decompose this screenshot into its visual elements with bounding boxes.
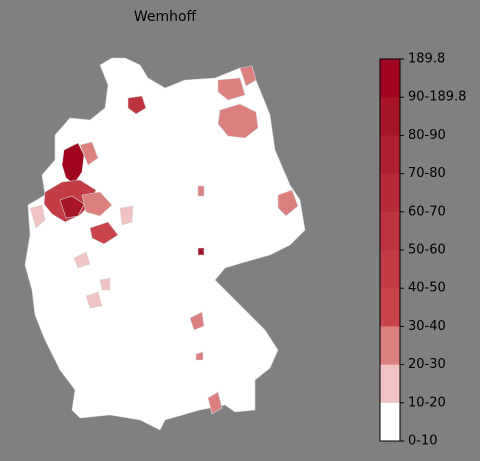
region — [239, 65, 257, 87]
colorbar: 189.8 90-189.8 80-90 70-80 60-70 50-60 40-50 30… — [380, 52, 466, 449]
region — [277, 189, 299, 217]
region — [207, 391, 223, 415]
germany-map — [24, 57, 306, 431]
colorbar-segment — [380, 364, 400, 404]
region — [85, 291, 103, 309]
colorbar-segment — [380, 250, 400, 289]
colorbar-label: 40-50 — [408, 281, 446, 296]
colorbar-segment — [380, 326, 400, 365]
region — [61, 142, 85, 185]
region — [99, 277, 111, 291]
colorbar-segment — [380, 211, 400, 251]
region — [29, 204, 46, 229]
region — [197, 185, 205, 197]
region — [197, 247, 205, 256]
colorbar-segment — [380, 135, 400, 174]
colorbar-label: 60-70 — [408, 204, 446, 219]
colorbar-segment — [380, 97, 400, 136]
region — [195, 351, 204, 361]
colorbar-label: 70-80 — [408, 166, 446, 181]
colorbar-segment — [380, 173, 400, 213]
colorbar-segment — [380, 402, 400, 442]
region — [89, 221, 119, 245]
region — [217, 103, 259, 139]
colorbar-segment — [380, 59, 400, 98]
region — [119, 205, 134, 226]
map-title: Wemhoff — [134, 9, 197, 25]
region — [81, 191, 113, 217]
colorbar-label: 189.8 — [408, 52, 445, 67]
colorbar-segment — [380, 288, 400, 327]
colorbar-label: 90-189.8 — [408, 90, 466, 105]
region — [59, 195, 85, 219]
colorbar-label: 50-60 — [408, 243, 446, 258]
colorbar-label: 20-30 — [408, 357, 446, 372]
colorbar-label: 30-40 — [408, 319, 446, 334]
region — [73, 251, 91, 269]
colorbar-label: 0-10 — [408, 434, 438, 449]
region — [189, 311, 205, 331]
region — [79, 141, 99, 166]
colorbar-label: 80-90 — [408, 128, 446, 143]
colorbar-frame — [379, 58, 401, 442]
region — [127, 95, 147, 115]
colorbar-label: 10-20 — [408, 395, 446, 410]
region — [217, 77, 246, 101]
